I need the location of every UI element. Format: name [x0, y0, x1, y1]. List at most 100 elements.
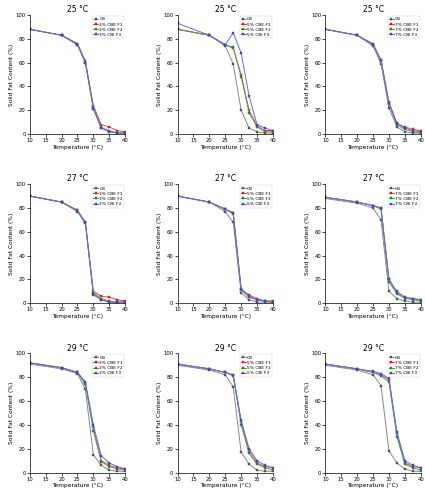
3% CBE F1 — [27, 26, 32, 32]
CB — [246, 125, 252, 131]
Line: 5% CBE F1: 5% CBE F1 — [176, 28, 274, 132]
3% CBE F1 — [122, 298, 128, 304]
CB — [175, 193, 180, 199]
3% CBE F1 — [75, 40, 80, 46]
3% CBI F3 — [59, 364, 64, 370]
7% CBI F3 — [323, 194, 328, 200]
3% CBE F2 — [27, 26, 32, 32]
5% CBE F2 — [175, 361, 180, 367]
Line: CB: CB — [28, 194, 127, 304]
CB — [83, 220, 88, 226]
7% CBE F2 — [379, 206, 384, 212]
5% CBI F3 — [255, 122, 260, 128]
Legend: CB, 7% CBE F1, 7% CBE F2, 7% CBI F3: CB, 7% CBE F1, 7% CBE F2, 7% CBI F3 — [388, 16, 420, 38]
5% CBE F2 — [238, 74, 244, 80]
Legend: CB, 5% CBE F1, 5% CBE F2, 5% CBI F3: CB, 5% CBE F1, 5% CBE F2, 5% CBI F3 — [240, 185, 272, 208]
5% CBE F1 — [175, 361, 180, 367]
7% CBI F3 — [323, 361, 328, 367]
5% CBE F1 — [246, 448, 252, 454]
5% CBI F3 — [175, 20, 180, 26]
5% CBE F1 — [207, 366, 212, 372]
Line: 7% CBE F1: 7% CBE F1 — [324, 196, 422, 301]
5% CBE F1 — [223, 206, 228, 212]
Line: CB: CB — [324, 197, 422, 304]
3% CBE F1 — [115, 296, 120, 302]
CB — [231, 61, 236, 67]
3% CBI F3 — [83, 60, 88, 66]
CB — [246, 461, 252, 467]
3% CBE F2 — [91, 104, 96, 110]
Legend: CB, 5% CBE F1, 5% CBE F2, 5% CBI F3: CB, 5% CBE F1, 5% CBE F2, 5% CBI F3 — [240, 354, 272, 376]
7% CBI F3 — [402, 125, 408, 131]
7% CBI F3 — [418, 129, 423, 135]
3% CBI F3 — [75, 208, 80, 214]
7% CBE F2 — [418, 298, 423, 304]
Line: 3% CBE F1: 3% CBE F1 — [28, 28, 127, 133]
3% CBE F2 — [59, 199, 64, 205]
CB — [223, 372, 228, 378]
Line: CB: CB — [176, 364, 274, 472]
7% CBI F3 — [371, 202, 376, 208]
7% CBE F2 — [354, 199, 360, 205]
3% CBE F1 — [107, 462, 112, 468]
CB — [410, 299, 415, 305]
3% CBI F3 — [107, 460, 112, 466]
CB — [262, 468, 267, 474]
5% CBE F1 — [223, 370, 228, 376]
CB — [99, 125, 104, 131]
CB — [122, 299, 128, 305]
5% CBI F3 — [238, 417, 244, 423]
5% CBI F3 — [262, 125, 267, 131]
Y-axis label: Solid Fat Content (%): Solid Fat Content (%) — [305, 44, 310, 106]
5% CBI F3 — [175, 361, 180, 367]
CB — [238, 449, 244, 455]
7% CBE F1 — [418, 128, 423, 134]
Y-axis label: Solid Fat Content (%): Solid Fat Content (%) — [9, 382, 14, 444]
7% CBI F3 — [402, 458, 408, 464]
7% CBE F1 — [379, 372, 384, 378]
CB — [122, 468, 128, 474]
CB — [394, 124, 400, 130]
CB — [83, 386, 88, 392]
7% CBE F2 — [386, 379, 391, 385]
3% CBE F1 — [122, 129, 128, 135]
7% CBE F2 — [418, 467, 423, 473]
Title: 25 °C: 25 °C — [67, 5, 88, 14]
5% CBE F1 — [246, 292, 252, 298]
CB — [394, 460, 400, 466]
CB — [379, 217, 384, 223]
CB — [418, 468, 423, 474]
7% CBE F1 — [418, 296, 423, 302]
X-axis label: Temperature (°C): Temperature (°C) — [52, 483, 103, 488]
7% CBI F3 — [379, 370, 384, 376]
7% CBE F1 — [354, 366, 360, 372]
CB — [270, 299, 275, 305]
5% CBE F1 — [231, 46, 236, 52]
CB — [59, 32, 64, 38]
5% CBE F1 — [255, 460, 260, 466]
5% CBI F3 — [223, 370, 228, 376]
5% CBI F3 — [270, 299, 275, 305]
Line: CB: CB — [176, 194, 274, 304]
5% CBE F2 — [262, 298, 267, 304]
5% CBI F3 — [223, 42, 228, 48]
Line: 5% CBI F3: 5% CBI F3 — [176, 194, 274, 304]
CB — [175, 362, 180, 368]
CB — [107, 299, 112, 305]
5% CBI F3 — [246, 446, 252, 452]
3% CBE F2 — [122, 130, 128, 136]
7% CBE F2 — [323, 361, 328, 367]
7% CBI F3 — [354, 366, 360, 372]
5% CBI F3 — [231, 372, 236, 378]
5% CBE F2 — [231, 211, 236, 217]
5% CBI F3 — [238, 286, 244, 292]
Title: 29 °C: 29 °C — [363, 344, 384, 352]
CB — [99, 462, 104, 468]
Line: CB: CB — [28, 28, 127, 134]
7% CBE F1 — [386, 99, 391, 105]
3% CBI F3 — [83, 220, 88, 226]
CB — [323, 362, 328, 368]
3% CBE F1 — [91, 424, 96, 430]
Y-axis label: Solid Fat Content (%): Solid Fat Content (%) — [157, 382, 162, 444]
Line: CB: CB — [176, 28, 274, 134]
